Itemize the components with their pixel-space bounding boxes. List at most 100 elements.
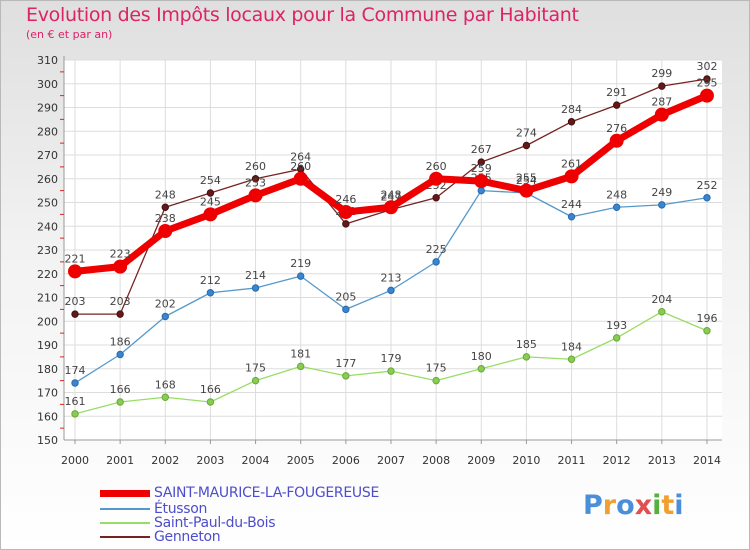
legend-swatch [100, 536, 150, 538]
x-tick-label: 2006 [332, 454, 360, 467]
data-point [206, 189, 215, 197]
data-label: 260 [245, 160, 266, 173]
data-label: 287 [651, 96, 672, 109]
data-point [251, 175, 260, 183]
data-label: 238 [155, 212, 176, 225]
data-label: 166 [110, 383, 131, 396]
proxiti-logo: Proxiti [583, 490, 684, 521]
data-point [477, 365, 485, 373]
data-label: 185 [516, 338, 537, 351]
data-label: 248 [380, 188, 401, 201]
data-label: 203 [65, 295, 86, 308]
data-label: 179 [380, 352, 401, 365]
data-label: 184 [561, 340, 582, 353]
chart-subtitle: (en € et par an) [26, 28, 113, 41]
data-label: 177 [335, 357, 356, 370]
data-label: 261 [561, 157, 582, 170]
data-label: 181 [290, 347, 311, 360]
data-point [612, 101, 621, 109]
legend-label: SAINT-MAURICE-LA-FOUGEREUSE [154, 485, 379, 501]
logo-letter: x [634, 490, 653, 521]
data-point [161, 393, 169, 401]
data-label: 274 [516, 127, 537, 140]
x-tick-label: 2008 [422, 454, 450, 467]
data-label: 299 [651, 67, 672, 80]
data-point [251, 376, 260, 385]
y-tick-label: 230 [37, 244, 58, 257]
data-point [612, 203, 621, 211]
data-label: 259 [471, 162, 492, 175]
data-point [338, 205, 353, 219]
legend-label: Genneton [154, 529, 221, 545]
data-point [522, 353, 531, 361]
data-point [116, 350, 124, 359]
y-tick-label: 160 [37, 410, 58, 423]
data-label: 225 [426, 243, 447, 256]
data-point [432, 258, 440, 266]
data-label: 284 [561, 103, 582, 116]
data-point [432, 194, 440, 202]
x-tick-label: 2010 [512, 454, 540, 467]
legend-swatch [100, 508, 150, 510]
legend-item: Étusson [100, 501, 207, 517]
data-label: 221 [65, 252, 86, 265]
data-point [429, 171, 444, 186]
data-label: 196 [696, 312, 717, 325]
data-point [567, 213, 576, 221]
x-tick-label: 2005 [287, 454, 315, 467]
data-label: 223 [110, 248, 131, 261]
x-tick-label: 2003 [196, 454, 224, 467]
data-point [699, 88, 714, 103]
data-label: 295 [696, 77, 717, 90]
x-tick-label: 2013 [648, 454, 676, 467]
logo-letter: r [602, 490, 617, 521]
data-label: 264 [290, 150, 311, 163]
data-label: 246 [335, 193, 356, 206]
y-tick-label: 200 [37, 315, 58, 328]
data-label: 205 [335, 290, 356, 303]
data-point [654, 107, 669, 122]
data-label: 186 [110, 336, 131, 349]
data-point [658, 201, 666, 209]
data-label: 291 [606, 86, 627, 99]
logo-letter: P [583, 490, 603, 521]
data-point [297, 272, 305, 280]
legend-item: Saint-Paul-du-Bois [100, 515, 276, 531]
y-tick-label: 150 [37, 434, 58, 447]
legend-label: Saint-Paul-du-Bois [154, 515, 276, 531]
data-label: 204 [651, 293, 672, 306]
data-point [567, 355, 576, 363]
x-tick-label: 2011 [558, 454, 586, 467]
data-point [161, 203, 169, 211]
data-label: 267 [471, 143, 492, 156]
data-label: 245 [200, 195, 221, 208]
data-point [612, 334, 621, 342]
legend-swatch [100, 489, 150, 497]
x-tick-label: 2000 [61, 454, 89, 467]
data-point [658, 308, 666, 316]
data-point [342, 372, 350, 380]
data-label: 214 [245, 269, 266, 282]
x-tick-label: 2007 [377, 454, 405, 467]
logo-letter: o [616, 490, 635, 521]
data-label: 175 [426, 362, 447, 375]
data-label: 248 [155, 188, 176, 201]
data-point [703, 75, 711, 83]
y-tick-label: 180 [37, 363, 58, 376]
data-point [387, 286, 395, 295]
data-point [158, 224, 173, 238]
data-point [113, 259, 128, 274]
data-label: 249 [651, 186, 672, 199]
data-point [477, 186, 485, 195]
data-label: 244 [561, 198, 582, 211]
data-label: 212 [200, 274, 221, 287]
data-point [432, 376, 440, 385]
data-label: 254 [200, 174, 221, 187]
data-point [609, 133, 624, 148]
data-point [293, 171, 308, 186]
data-point [71, 379, 79, 387]
x-tick-label: 2012 [603, 454, 631, 467]
data-label: 168 [155, 378, 176, 391]
data-point [474, 174, 489, 189]
